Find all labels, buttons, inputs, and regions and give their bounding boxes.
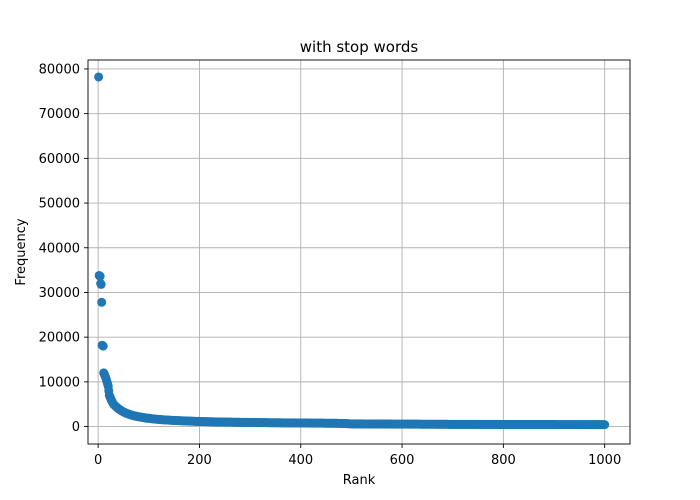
plot-frame xyxy=(87,59,631,445)
x-tick-label: 600 xyxy=(390,453,415,468)
y-tick-label: 20000 xyxy=(39,331,80,346)
data-point xyxy=(98,341,108,351)
y-axis-ticks: 0 10000 20000 30000 40000 50000 60000 70000 8000… xyxy=(39,62,88,435)
x-tick-label: 400 xyxy=(288,453,313,468)
y-tick-label: 80000 xyxy=(39,62,80,77)
data-point xyxy=(94,72,104,82)
y-tick-label: 50000 xyxy=(39,197,80,212)
y-tick-label: 60000 xyxy=(39,152,80,167)
grid xyxy=(88,60,630,444)
data-points xyxy=(94,72,610,430)
x-axis-label: Rank xyxy=(343,473,376,488)
data-point xyxy=(95,271,105,281)
y-axis-label: Frequency xyxy=(14,218,29,285)
y-tick-label: 40000 xyxy=(39,241,80,256)
y-tick-label: 0 xyxy=(72,420,80,435)
y-tick-label: 30000 xyxy=(39,286,80,301)
y-tick-label: 70000 xyxy=(39,107,80,122)
x-tick-label: 800 xyxy=(491,453,516,468)
x-tick-label: 1000 xyxy=(588,453,621,468)
data-point xyxy=(97,297,107,307)
x-tick-label: 0 xyxy=(94,453,102,468)
data-point xyxy=(600,420,610,430)
x-axis-ticks: 0 200 400 600 800 1000 xyxy=(94,444,621,468)
y-tick-label: 10000 xyxy=(39,375,80,390)
x-tick-label: 200 xyxy=(187,453,212,468)
data-point xyxy=(96,279,106,289)
chart-title: with stop words xyxy=(300,38,419,56)
